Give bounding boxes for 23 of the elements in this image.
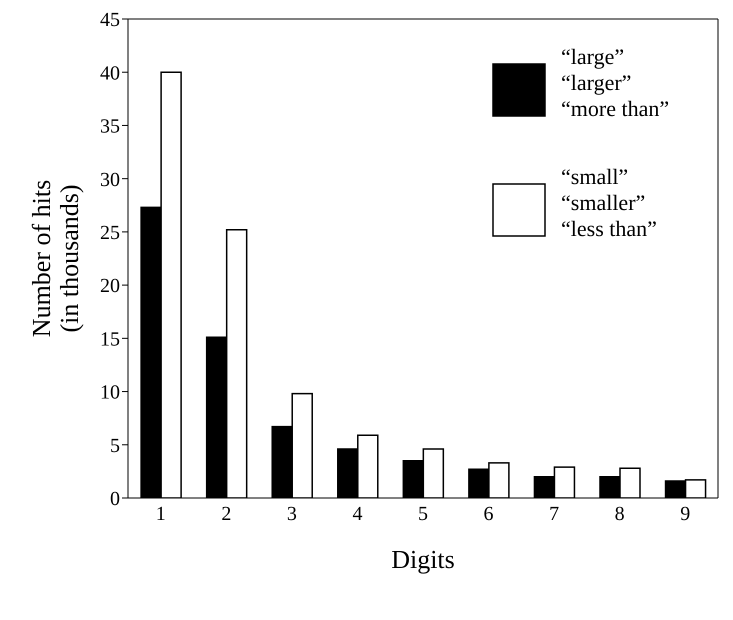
x-tick-label: 4 (352, 503, 362, 526)
x-axis-title: Digits (391, 545, 455, 574)
y-tick-label: 10 (100, 382, 120, 404)
y-tick-label: 45 (100, 9, 120, 32)
x-tick-label: 9 (680, 503, 690, 526)
y-axis-title: Number of hits (in thousands) (27, 180, 84, 338)
y-tick-label: 30 (100, 168, 120, 191)
legend-label: “large” “larger” “more than” (561, 44, 670, 121)
x-tick-label: 3 (286, 503, 297, 526)
y-tick-label: 5 (110, 434, 120, 457)
x-tick-label: 8 (614, 503, 625, 526)
y-tick-label: 25 (100, 222, 120, 244)
y-tick-label: 0 (110, 488, 120, 510)
x-tick-label: 5 (418, 503, 428, 526)
x-tick-label: 7 (549, 503, 560, 526)
y-tick-label: 15 (100, 328, 120, 350)
y-tick-label: 20 (100, 275, 120, 298)
x-tick-label: 1 (156, 503, 166, 526)
legend-label: “small” “smaller” “less than” (561, 164, 657, 241)
y-tick-label: 40 (100, 62, 120, 84)
x-tick-label: 2 (221, 503, 232, 526)
y-tick-label: 35 (100, 116, 120, 138)
x-tick-label: 6 (484, 503, 494, 526)
